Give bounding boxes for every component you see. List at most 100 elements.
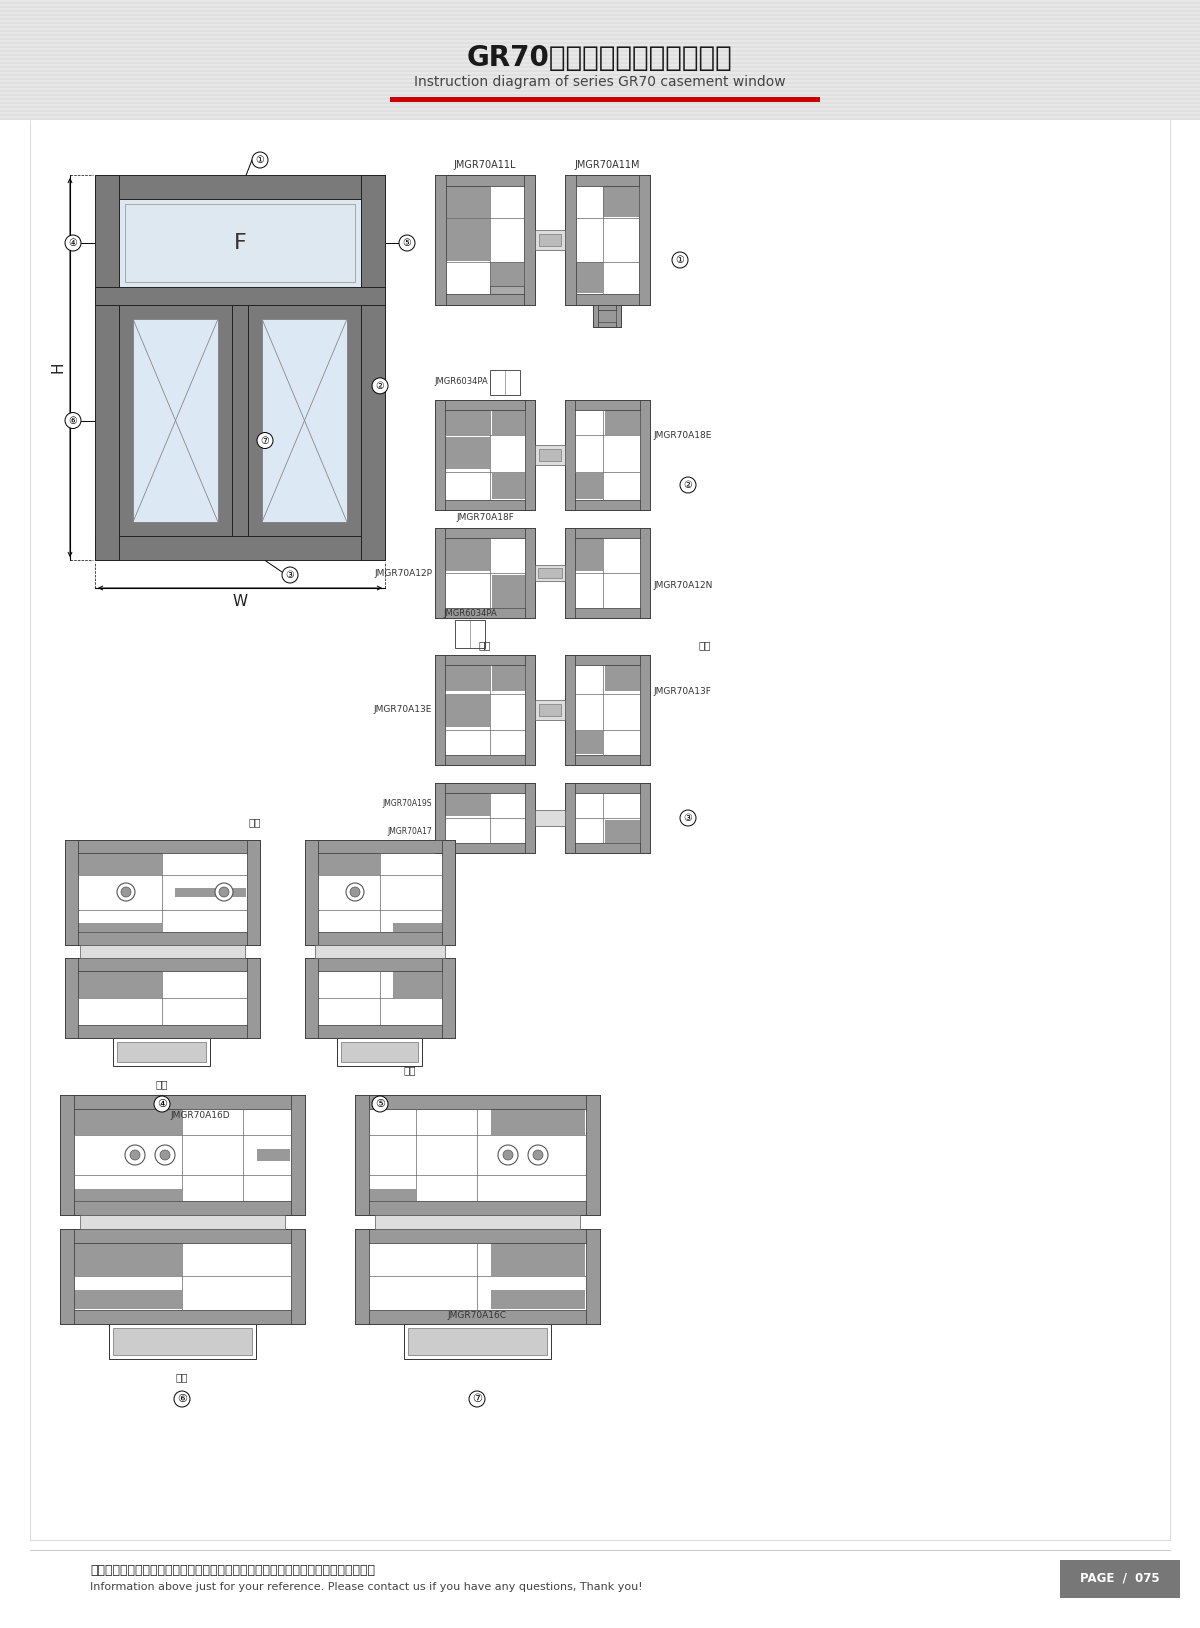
Bar	[78, 923, 162, 931]
Bar	[0, 104, 1200, 106]
Bar	[535, 700, 565, 720]
Bar	[0, 90, 1200, 93]
Circle shape	[498, 1144, 518, 1166]
Circle shape	[154, 1096, 170, 1112]
Bar	[337, 1039, 422, 1066]
Bar	[539, 234, 562, 246]
Bar	[0, 73, 1200, 77]
Bar	[586, 1229, 600, 1324]
Bar	[565, 174, 650, 186]
Bar	[74, 1244, 182, 1276]
Bar	[436, 400, 535, 510]
Bar	[0, 80, 1200, 81]
Bar	[436, 174, 535, 304]
Bar	[526, 654, 535, 765]
Bar	[565, 654, 575, 765]
Bar	[1060, 1560, 1180, 1599]
Bar	[0, 46, 1200, 47]
Bar	[565, 527, 650, 537]
Bar	[492, 410, 526, 435]
Bar	[565, 755, 650, 765]
Text: GR70系列隔热平开门窗结构图: GR70系列隔热平开门窗结构图	[467, 44, 733, 72]
Bar	[65, 840, 260, 944]
Bar	[593, 304, 622, 327]
Circle shape	[125, 1144, 145, 1166]
Bar	[442, 840, 455, 944]
Bar	[593, 304, 598, 327]
Text: H: H	[50, 361, 66, 373]
Bar	[436, 654, 445, 765]
Bar	[95, 287, 385, 304]
Bar	[257, 1149, 290, 1161]
Bar	[74, 1188, 182, 1201]
Bar	[370, 1188, 416, 1201]
Bar	[0, 68, 1200, 70]
Bar	[640, 654, 650, 765]
Bar	[616, 304, 622, 327]
Bar	[0, 98, 1200, 99]
Bar	[361, 174, 385, 560]
Text: 室内: 室内	[248, 817, 262, 827]
Bar	[390, 98, 820, 103]
Bar	[490, 370, 520, 396]
Bar	[0, 111, 1200, 112]
Bar	[305, 840, 318, 944]
Bar	[0, 67, 1200, 68]
Bar	[565, 843, 650, 853]
Bar	[565, 400, 650, 510]
Circle shape	[257, 433, 274, 448]
Text: JMGR70A11L: JMGR70A11L	[454, 160, 516, 169]
Bar	[0, 78, 1200, 80]
Bar	[0, 2, 1200, 3]
Bar	[0, 44, 1200, 46]
Bar	[0, 114, 1200, 116]
Text: ③: ③	[684, 812, 692, 824]
Text: ①: ①	[256, 155, 264, 164]
Bar	[292, 1096, 305, 1214]
Circle shape	[680, 477, 696, 493]
Bar	[640, 400, 650, 510]
Bar	[491, 1244, 586, 1276]
Text: 室内: 室内	[479, 640, 491, 650]
Text: ②: ②	[376, 381, 384, 391]
Bar	[0, 34, 1200, 36]
Bar	[0, 41, 1200, 42]
Circle shape	[282, 567, 298, 583]
Bar	[355, 1096, 600, 1109]
Bar	[60, 1096, 305, 1109]
Bar	[604, 186, 640, 217]
Bar	[640, 783, 650, 853]
Bar	[0, 63, 1200, 67]
Bar	[0, 88, 1200, 90]
Bar	[125, 204, 355, 282]
Bar	[586, 1096, 600, 1214]
Bar	[491, 1109, 586, 1135]
Bar	[0, 86, 1200, 88]
Text: JMGR70A13E: JMGR70A13E	[373, 705, 432, 715]
Text: ⑥: ⑥	[178, 1394, 187, 1403]
Bar	[640, 174, 650, 304]
Bar	[565, 400, 575, 510]
Bar	[445, 410, 490, 435]
Bar	[0, 96, 1200, 98]
Circle shape	[215, 882, 233, 900]
Bar	[565, 174, 576, 304]
Bar	[0, 54, 1200, 55]
Bar	[341, 1042, 418, 1061]
Bar	[605, 410, 640, 435]
Bar	[436, 400, 535, 410]
Bar	[305, 957, 455, 1039]
Bar	[232, 304, 248, 536]
Circle shape	[252, 151, 268, 168]
Bar	[565, 654, 650, 765]
Circle shape	[174, 1390, 190, 1407]
Text: 图中所示型材截面、装配、编号、尺寸及重量仅供参考。如有疑问，请向本公司查询。: 图中所示型材截面、装配、编号、尺寸及重量仅供参考。如有疑问，请向本公司查询。	[90, 1563, 374, 1576]
Bar	[0, 28, 1200, 29]
Bar	[458, 624, 468, 645]
Bar	[455, 620, 485, 648]
Bar	[247, 840, 260, 944]
Bar	[355, 1311, 600, 1324]
Bar	[0, 10, 1200, 11]
Bar	[492, 474, 526, 500]
Bar	[436, 527, 535, 619]
